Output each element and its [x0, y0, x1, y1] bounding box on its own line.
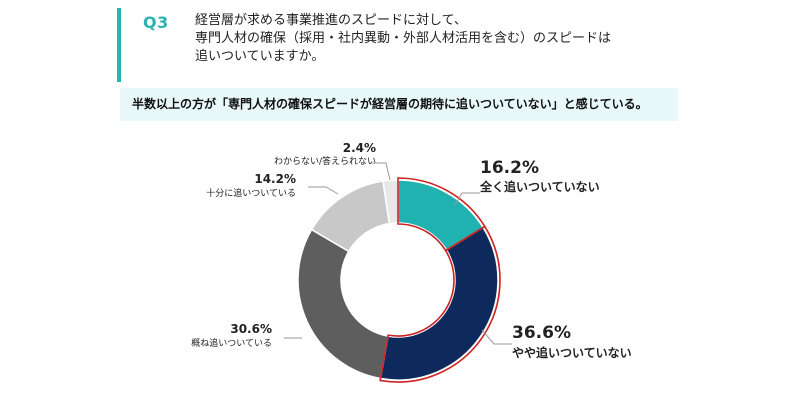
leader-line-1 [454, 192, 480, 206]
slice-category-label-4: 十分に追いついている [206, 187, 296, 199]
slice-value-label-4: 14.2% [254, 172, 296, 186]
highlight-outline-2 [379, 225, 501, 383]
slice-category-label-5: わからない/答えられない [274, 155, 376, 167]
question-line-1: 経営層が求める事業推進のスピードに対して、 [195, 13, 467, 28]
slice-value-label-3: 30.6% [230, 322, 272, 336]
question-line-2: 専門人材の確保（採用・社内異動・外部人材活用を含む）のスピードは [195, 31, 612, 46]
leader-line-5 [372, 162, 391, 181]
question-accent-bar [117, 8, 121, 82]
donut-slice-2 [379, 226, 499, 381]
donut-slice-3 [297, 228, 389, 380]
question-line-3: 追いついていますか。 [195, 49, 325, 64]
slice-value-label-2: 36.6% [512, 323, 571, 343]
slice-category-label-2: やや追いついていない [512, 345, 632, 360]
leader-line-4 [308, 186, 339, 195]
slice-value-label-1: 16.2% [480, 158, 539, 178]
question-text: 経営層が求める事業推進のスピードに対して、 専門人材の確保（採用・社内異動・外部… [195, 12, 611, 66]
summary-banner: 半数以上の方が「専門人材の確保スピードが経営層の期待に追いついていない」と感じて… [120, 88, 678, 121]
slice-category-label-3: 概ね追いついている [191, 337, 272, 349]
slice-category-label-1: 全く追いついていない [479, 179, 600, 194]
question-number: Q3 [143, 13, 169, 32]
slice-value-label-5: 2.4% [343, 141, 376, 155]
leader-line-2 [481, 329, 512, 345]
